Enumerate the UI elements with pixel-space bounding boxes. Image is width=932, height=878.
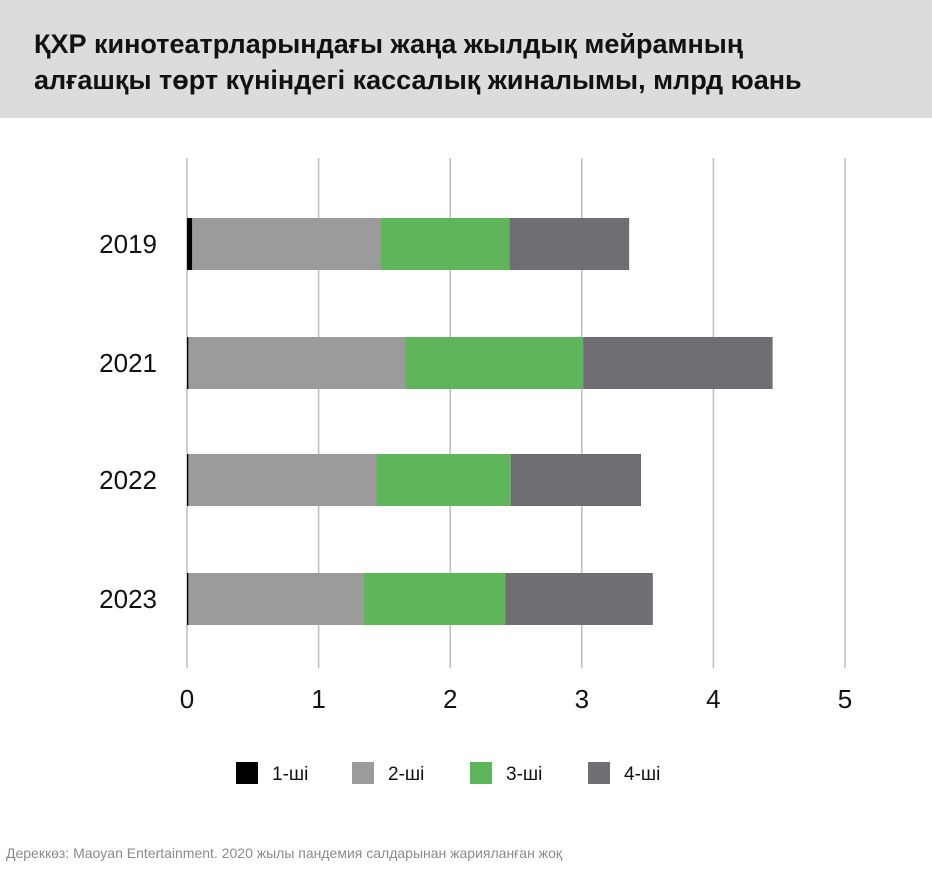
legend-label-1: 1-ші bbox=[272, 764, 308, 785]
bar-2021-series-3 bbox=[405, 337, 584, 389]
legend-swatch-1 bbox=[236, 762, 258, 784]
x-tick-label-2: 2 bbox=[443, 684, 457, 714]
x-tick-label-0: 0 bbox=[180, 684, 194, 714]
chart-title-line-1: ҚХР кинотеатрларындағы жаңа жылдық мейра… bbox=[34, 29, 744, 59]
bar-2022-series-1 bbox=[187, 454, 189, 506]
bar-2023-series-1 bbox=[187, 573, 189, 625]
x-tick-label-1: 1 bbox=[311, 684, 325, 714]
bar-2019-series-1 bbox=[187, 218, 193, 270]
legend-item-1: 1-ші bbox=[236, 762, 308, 785]
bar-2022-series-2 bbox=[188, 454, 377, 506]
legend-item-4: 4-ші bbox=[588, 762, 660, 785]
bar-2023-series-3 bbox=[363, 573, 506, 625]
x-tick-label-4: 4 bbox=[706, 684, 720, 714]
bar-2021-series-2 bbox=[188, 337, 406, 389]
bar-2023-series-4 bbox=[505, 573, 653, 625]
x-tick-label-5: 5 bbox=[838, 684, 852, 714]
stacked-bar-chart: 2019 2021 2022 2023 0 1 2 3 4 5 1-ші 2-ші 3-ші 4-ші bbox=[99, 158, 852, 785]
y-tick-label-2021: 2021 bbox=[99, 348, 157, 378]
legend-label-4: 4-ші bbox=[624, 764, 660, 785]
source-note: Дереккөз: Maoyan Entertainment. 2020 жыл… bbox=[6, 845, 562, 861]
bar-2022-series-4 bbox=[510, 454, 642, 506]
x-tick-label-3: 3 bbox=[575, 684, 589, 714]
legend: 1-ші 2-ші 3-ші 4-ші bbox=[236, 762, 660, 785]
bar-2021-series-4 bbox=[583, 337, 773, 389]
header-band: ҚХР кинотеатрларындағы жаңа жылдық мейра… bbox=[0, 0, 932, 118]
legend-label-2: 2-ші bbox=[388, 764, 424, 785]
bar-2022-series-3 bbox=[376, 454, 511, 506]
y-tick-labels: 2019 2021 2022 2023 bbox=[99, 229, 157, 614]
bars bbox=[187, 218, 773, 625]
bar-2019-series-3 bbox=[380, 218, 510, 270]
bar-2021-series-1 bbox=[187, 337, 189, 389]
legend-label-3: 3-ші bbox=[506, 764, 542, 785]
bar-2023-series-2 bbox=[188, 573, 364, 625]
legend-swatch-4 bbox=[588, 762, 610, 784]
legend-item-2: 2-ші bbox=[352, 762, 424, 785]
bar-2019-series-2 bbox=[192, 218, 381, 270]
legend-swatch-2 bbox=[352, 762, 374, 784]
chart-title: ҚХР кинотеатрларындағы жаңа жылдық мейра… bbox=[34, 26, 894, 98]
bar-2019-series-4 bbox=[509, 218, 630, 270]
legend-item-3: 3-ші bbox=[470, 762, 542, 785]
y-tick-label-2022: 2022 bbox=[99, 465, 157, 495]
chart-title-line-2: алғашқы төрт күніндегі кассалық жиналымы… bbox=[34, 65, 802, 95]
legend-swatch-3 bbox=[470, 762, 492, 784]
x-tick-labels: 0 1 2 3 4 5 bbox=[180, 684, 852, 714]
y-tick-label-2023: 2023 bbox=[99, 584, 157, 614]
y-tick-label-2019: 2019 bbox=[99, 229, 157, 259]
